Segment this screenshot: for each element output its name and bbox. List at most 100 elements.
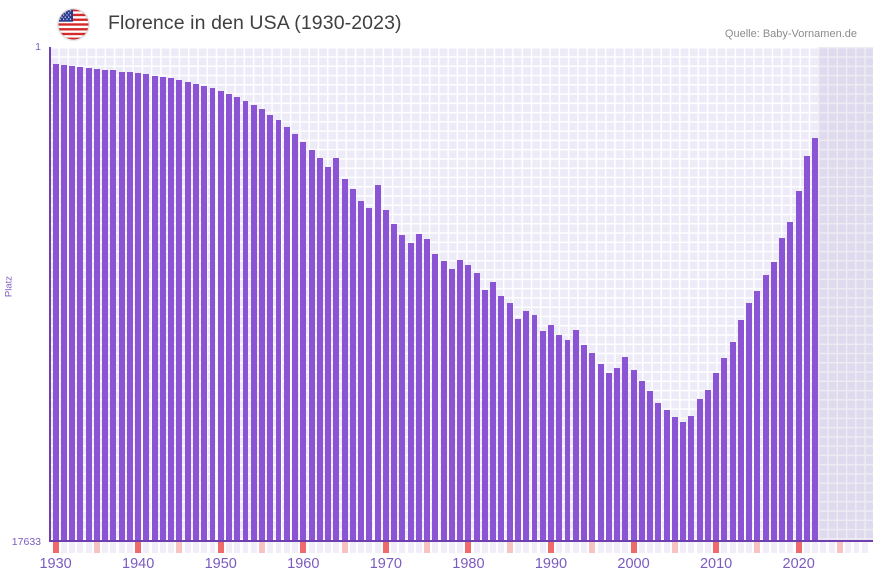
bar: [366, 208, 373, 541]
x-tick-major: [52, 542, 59, 553]
bar: [630, 370, 637, 541]
x-tick-minor: [316, 542, 323, 553]
bar: [564, 340, 571, 541]
x-tick-minor: [267, 542, 274, 553]
bar: [85, 68, 92, 541]
x-tick-minor: [102, 542, 109, 553]
bar: [300, 141, 307, 541]
x-tick-major: [465, 542, 472, 553]
x-tick-minor: [226, 542, 232, 553]
bar: [812, 138, 819, 541]
x-tick-minor: [523, 542, 530, 553]
x-tick-minor: [358, 542, 365, 553]
bar: [292, 133, 298, 541]
x-tick-minor: [671, 542, 678, 553]
x-tick-minor: [424, 542, 431, 553]
bar: [655, 403, 662, 541]
x-tick-minor: [746, 542, 753, 553]
x-tick-minor: [242, 542, 249, 553]
bar: [316, 158, 323, 541]
x-tick-major: [713, 542, 720, 553]
x-tick-minor: [490, 542, 497, 553]
bar: [597, 363, 604, 541]
x-tick-minor: [118, 542, 125, 553]
bar: [283, 126, 290, 541]
bar: [102, 69, 109, 541]
x-tick-minor: [374, 542, 381, 553]
bar: [688, 416, 695, 541]
x-tick-minor: [622, 542, 629, 553]
x-tick-minor: [60, 542, 67, 553]
bar: [548, 324, 554, 541]
bar: [77, 66, 84, 541]
x-tick-minor: [754, 542, 761, 553]
x-tick-minor: [93, 542, 100, 553]
x-tick-minor: [803, 542, 810, 553]
bar: [746, 302, 753, 541]
x-tick-minor: [663, 542, 670, 553]
x-tick-minor: [787, 542, 794, 553]
bar: [341, 179, 348, 541]
x-tick-minor: [69, 542, 76, 553]
bar: [201, 85, 208, 541]
bar: [614, 368, 620, 541]
bar: [589, 353, 596, 541]
x-tick-major: [795, 542, 802, 553]
bar: [523, 310, 530, 541]
bar: [803, 155, 810, 541]
bar: [498, 296, 505, 541]
x-tick-major: [382, 542, 389, 553]
x-tick-minor: [812, 542, 819, 553]
bar: [424, 239, 431, 541]
bar: [795, 190, 802, 541]
x-tick-minor: [448, 542, 455, 553]
x-tick-minor: [572, 542, 579, 553]
x-tick-minor: [473, 542, 480, 553]
x-tick-minor: [457, 542, 464, 553]
bar: [704, 390, 711, 541]
bar: [118, 71, 125, 541]
bar: [770, 261, 777, 541]
x-tick-minor: [638, 542, 645, 553]
bar: [143, 74, 150, 541]
x-tick-minor: [366, 542, 373, 553]
x-axis-label: 2000: [617, 556, 650, 572]
bar: [440, 261, 447, 541]
x-tick-minor: [333, 542, 340, 553]
x-tick-minor: [159, 542, 166, 553]
bar: [506, 302, 513, 541]
x-tick-minor: [498, 542, 505, 553]
bar: [110, 70, 117, 541]
x-tick-minor: [325, 542, 332, 553]
x-tick-minor: [85, 542, 92, 553]
x-tick-minor: [308, 542, 315, 553]
x-tick-minor: [597, 542, 604, 553]
x-tick-minor: [853, 542, 860, 553]
bar: [539, 330, 546, 541]
x-tick-minor: [77, 542, 84, 553]
bar: [473, 272, 480, 541]
bar: [407, 242, 414, 541]
bar: [267, 114, 274, 541]
bar: [358, 200, 365, 541]
bar: [779, 238, 786, 541]
x-tick-minor: [514, 542, 521, 553]
bar: [531, 314, 538, 541]
x-axis-label: 1950: [204, 556, 237, 572]
x-tick-minor: [506, 542, 513, 553]
bar: [787, 221, 794, 541]
x-tick-minor: [655, 542, 662, 553]
x-tick-minor: [143, 542, 150, 553]
x-tick-major: [300, 542, 307, 553]
page-title: Florence in den USA (1930-2023): [108, 12, 402, 34]
bar: [60, 65, 67, 541]
x-tick-minor: [407, 542, 414, 553]
x-axis-label: 1970: [369, 556, 402, 572]
bar: [209, 87, 216, 541]
bar: [481, 290, 488, 541]
bar: [638, 381, 645, 541]
x-tick-minor: [184, 542, 191, 553]
x-tick-minor: [283, 542, 290, 553]
y-axis-title: Platz: [3, 275, 15, 298]
bar: [399, 235, 406, 541]
